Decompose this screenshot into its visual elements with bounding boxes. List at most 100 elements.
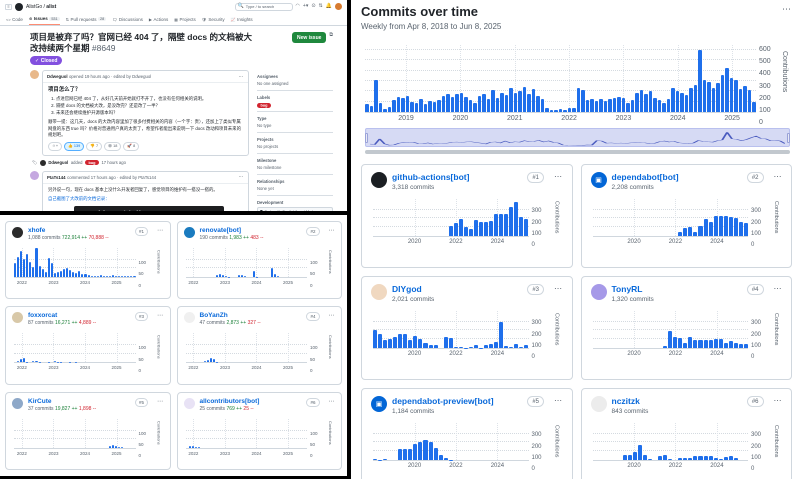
issues-icon[interactable]: ⊙ [311,3,316,9]
event-actor[interactable]: Ddweguol [48,160,69,166]
card-kebab-menu[interactable]: ⋯ [773,284,782,293]
card-kebab-menu[interactable]: ⋯ [328,398,335,405]
reaction-pill[interactable]: 👎 7 [86,142,103,151]
card-kebab-menu[interactable]: ⋯ [773,172,782,181]
tab-discussions[interactable]: 🗨 Discussions [112,16,143,22]
tag-icon: 🏷 [32,159,38,165]
contributor-card: nczitzk 843 commits #6 ⋯ 300 200 100 0 Cont… [580,388,792,479]
tab-actions[interactable]: ▶ Actions [148,16,169,22]
contributor-name-link[interactable]: allcontributors[bot] [199,397,260,405]
assignees-value: No one assigned [257,81,289,87]
reaction-pill[interactable]: 👍 139 [64,142,85,151]
comment2-kebab-menu[interactable]: ⋯ [238,174,244,181]
contributor-card: BoYanZh 47 commits 2,873 ++ 327 -- #4 ⋯ … [176,306,342,385]
contributor-chart: 100 50 0 Contributions 2022 2023 2024 2025 [14,333,162,372]
contributor-name-link[interactable]: foxxorcat [28,312,58,320]
contributor-name-link[interactable]: KirCute [28,397,52,405]
dependabot-preview-avatar[interactable]: ▣ [371,396,387,412]
tab-projects[interactable]: ▦ Projects [174,16,196,22]
attached-screenshot[interactable]: 按需付费 i 联系我们 ✕ [74,205,224,212]
contributor-name-link[interactable]: dependabot-preview[bot] [392,396,494,406]
github-actions-avatar[interactable] [371,172,387,188]
tab-pull-requests[interactable]: ⇅ Pull requests 28 [65,16,107,22]
contributor-avatar[interactable] [12,312,23,324]
contributor-name-link[interactable]: dependabot[bot] [611,172,679,182]
add-reaction-button[interactable]: ☺+ [48,142,63,151]
reaction-pill[interactable]: 🚀 8 [123,142,140,151]
comment1-kebab-menu[interactable]: ⋯ [238,73,244,80]
copilot-agent-button[interactable]: ⧉Code with Copilot Agent Mode▾ [257,207,333,211]
card-kebab-menu[interactable]: ⋯ [773,396,782,405]
contributor-card: foxxorcat 87 commits 16,271 ++ 4,889 -- … [5,306,171,385]
tab-code[interactable]: <> Code [6,16,23,22]
rank-badge: #5 [527,396,544,407]
comment2-text: 另外说一句，现在 docs 基本上没什么开发者回复了，感觉项目的维护有一搭没一搭… [48,186,218,192]
pull-request-icon[interactable]: ⇅ [318,3,323,9]
card-kebab-menu[interactable]: ⋯ [554,172,563,181]
dependabot-avatar[interactable]: ▣ [590,172,607,188]
github-logo-icon[interactable] [15,2,23,11]
rank-badge: #4 [306,312,320,322]
comment1-avatar[interactable] [30,70,39,80]
contributor-name-link[interactable]: github-actions[bot] [392,172,470,182]
copy-link-icon[interactable]: ⧉ [329,32,333,38]
date-range-brush[interactable] [365,128,790,147]
create-new-button[interactable]: +▾ [302,3,309,9]
contributor-name-link[interactable]: DIYgod [392,284,422,294]
issue-comment-2: PtaTs144 commented 17 hours ago · edited … [30,170,249,212]
tab-insights[interactable]: 📈 Insights [230,16,253,22]
card-kebab-menu[interactable]: ⋯ [328,228,335,234]
tab-security[interactable]: 🛡 Security [201,16,225,22]
contributor-avatar[interactable] [183,312,195,324]
horizontal-scrollbar[interactable] [365,150,790,154]
tonyrl-avatar[interactable] [590,284,607,300]
hamburger-icon[interactable]: ≡ [5,3,12,10]
contributor-name-link[interactable]: renovate[bot] [199,227,242,234]
tab-issues[interactable]: ⊙ Issues 531 [28,13,60,25]
comment2-link[interactable]: 自己截图了大改前的文档记录： [48,196,110,202]
contributor-avatar[interactable] [12,397,23,409]
contributor-avatar[interactable] [183,397,195,409]
comment2-author[interactable]: PtaTs144 [47,174,66,180]
milestone-value: No milestone [257,165,282,171]
card-kebab-menu[interactable]: ⋯ [157,398,164,405]
comment1-heading: 项目怎么了？ [48,87,81,94]
diygod-avatar[interactable] [371,284,387,300]
insights-contributors-page: Commits over time Weekly from Apr 8, 201… [351,0,800,479]
reactions-bar: ☺+ 👍 139 👎 7 😄 18 🚀 8 [48,142,243,151]
contributor-avatar[interactable] [183,227,195,238]
comment2-avatar[interactable] [30,170,39,180]
reaction-pill[interactable]: 😄 18 [104,142,122,151]
inbox-icon[interactable]: 🔔 [325,3,332,9]
issue-comment-1: Ddweguol opened 19 hours ago · edited by … [30,70,249,156]
screenshot-headline: 按需付费 [97,209,219,212]
rank-badge: #5 [134,397,148,407]
commits-over-time-chart: 600 500 400 300 200 100 0 Contributions 2019 20… [365,45,788,126]
contributor-name-link[interactable]: nczitzk [611,396,640,406]
copilot-icon[interactable]: ◠ [295,3,300,9]
contributor-name-link[interactable]: BoYanZh [199,312,228,320]
card-kebab-menu[interactable]: ⋯ [157,228,164,234]
card-kebab-menu[interactable]: ⋯ [328,313,335,320]
nczitzk-avatar[interactable] [590,396,607,412]
contributor-name-link[interactable]: xhofe [28,227,46,234]
brush-handle-right[interactable] [787,133,790,143]
brush-handle-left[interactable] [365,133,368,143]
chart-kebab-menu[interactable]: ⋯ [782,4,792,14]
issue-number: #8649 [91,42,116,53]
breadcrumb[interactable]: AlistGo / alist [26,3,57,10]
contributor-card: xhofe 1,088 commits 722,914 ++ 70,888 --… [5,221,171,300]
comment1-author[interactable]: Ddweguol [47,74,68,80]
card-kebab-menu[interactable]: ⋯ [554,284,563,293]
contributor-name-link[interactable]: TonyRL [611,284,643,294]
search-input[interactable]: 🔍 Type / to search [234,2,293,11]
event-actor-avatar[interactable] [39,159,46,166]
card-kebab-menu[interactable]: ⋯ [157,313,164,320]
user-avatar[interactable] [335,3,342,10]
contributor-avatar[interactable] [12,227,23,238]
card-kebab-menu[interactable]: ⋯ [554,396,563,405]
sidebar-bug-label[interactable]: bug [257,102,271,108]
new-issue-button[interactable]: New issue [291,32,327,43]
bug-label-pill[interactable]: bug [85,160,99,166]
